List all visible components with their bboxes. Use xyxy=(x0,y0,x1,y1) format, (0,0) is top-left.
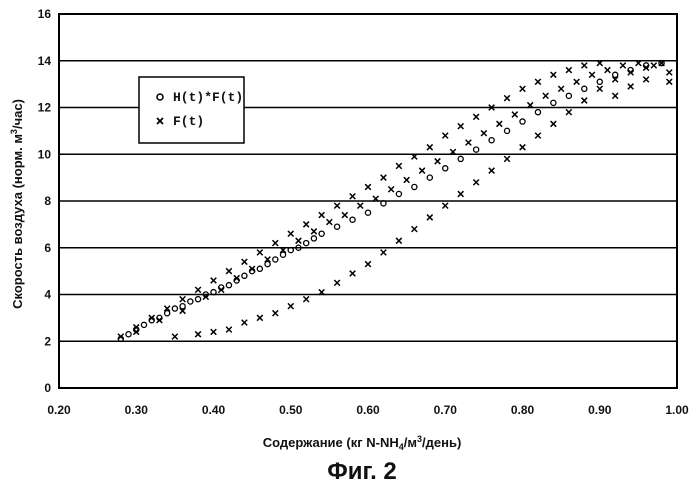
y-tick-label: 2 xyxy=(44,334,51,348)
x-tick-label: 1.00 xyxy=(665,403,689,417)
x-tick-label: 0.70 xyxy=(434,403,458,417)
legend-label-series-1: H(t)*F(t) xyxy=(173,90,243,105)
x-tick-label: 0.40 xyxy=(202,403,226,417)
x-tick-label: 0.20 xyxy=(47,403,71,417)
y-axis-title: Скорость воздуха (норм. м3/час) xyxy=(9,99,25,309)
y-tick-labels: 0 2 4 6 8 10 12 14 16 xyxy=(38,7,52,395)
y-tick-label: 14 xyxy=(38,54,52,68)
legend-label-series-2: F(t) xyxy=(173,114,204,129)
x-tick-label: 0.80 xyxy=(511,403,535,417)
figure-caption: Фиг. 2 xyxy=(327,458,397,485)
y-tick-label: 16 xyxy=(38,7,52,21)
y-tick-label: 0 xyxy=(44,381,51,395)
x-tick-label: 0.90 xyxy=(588,403,612,417)
x-tick-label: 0.60 xyxy=(356,403,380,417)
y-tick-label: 4 xyxy=(44,288,51,302)
legend: H(t)*F(t) F(t) xyxy=(139,77,244,143)
y-tick-label: 10 xyxy=(38,147,52,161)
x-axis-title: Содержание (кг N-NH4/м3/день) xyxy=(263,434,462,452)
y-tick-label: 6 xyxy=(44,241,51,255)
x-tick-labels: 0.20 0.30 0.40 0.50 0.60 0.70 0.80 0.90 1.00 xyxy=(47,403,689,417)
y-tick-label: 12 xyxy=(38,101,52,115)
legend-box xyxy=(139,77,244,143)
x-tick-label: 0.50 xyxy=(279,403,303,417)
x-tick-label: 0.30 xyxy=(125,403,149,417)
y-tick-label: 8 xyxy=(44,194,51,208)
